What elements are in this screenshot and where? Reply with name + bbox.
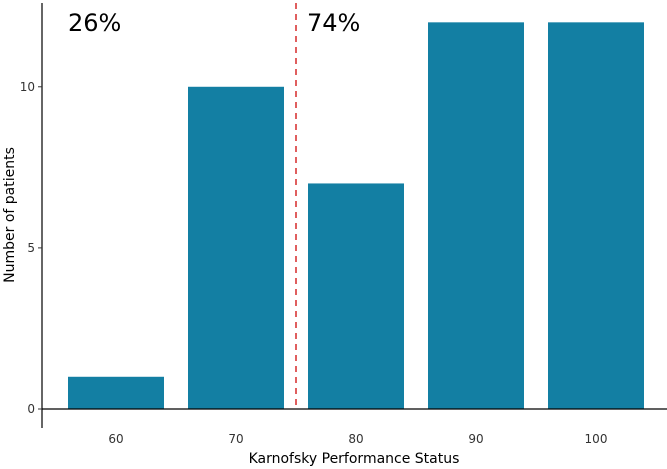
bar-80 [308,183,404,409]
y-axis-title: Number of patients [2,147,18,283]
bar-60 [68,376,164,409]
annotation-left: 26% [68,9,121,37]
x-tick-label: 80 [348,432,363,446]
x-tick-label: 100 [585,432,608,446]
y-ticks-group: 0 5 10 [20,80,42,416]
bar-90 [428,22,524,409]
bar-70 [188,86,284,410]
y-tick-label: 5 [27,241,35,255]
x-ticks-group: 60 70 80 90 100 [108,432,607,446]
x-tick-label: 60 [108,432,123,446]
x-axis-title: Karnofsky Performance Status [249,451,460,467]
y-tick-label: 10 [20,80,35,94]
y-tick-label: 0 [27,402,35,416]
annotation-right: 74% [307,9,360,37]
x-tick-label: 90 [468,432,483,446]
bars-group [68,22,644,410]
x-tick-label: 70 [228,432,243,446]
bar-100 [548,22,644,409]
